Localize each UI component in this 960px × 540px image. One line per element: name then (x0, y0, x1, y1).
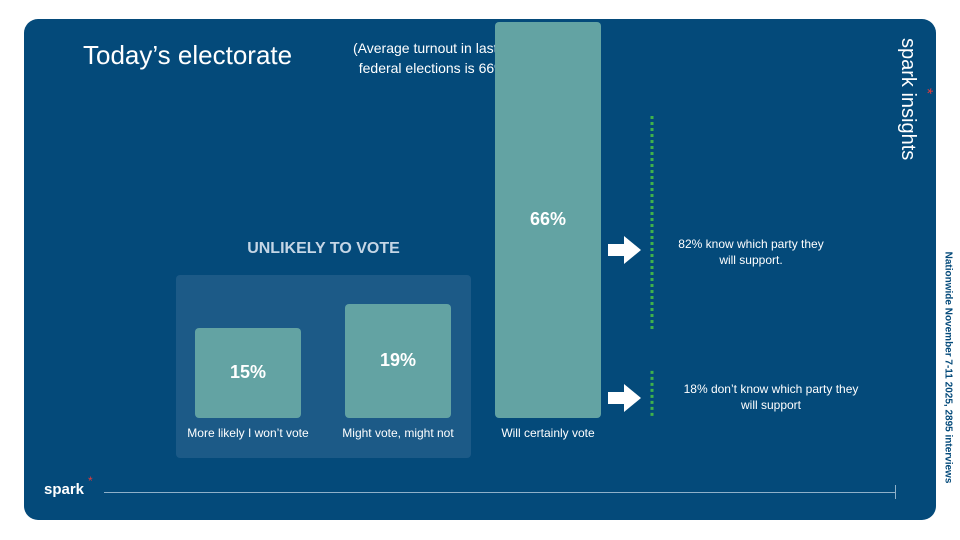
arrow-right-icon (608, 384, 641, 412)
breakdown-dotted-lines (650, 116, 654, 418)
spark-logo-star: * (88, 474, 93, 488)
brand-top-star: * (918, 88, 935, 94)
arrow-right-icon (608, 236, 641, 264)
footer-rule (104, 492, 896, 493)
bar-3 (495, 22, 601, 418)
dont-know-party-note: 18% don’t know which party they will sup… (683, 382, 859, 412)
footer-rule-end (895, 485, 896, 499)
source-note: Nationwide November 7-11 2025, 2895 inte… (943, 250, 954, 486)
slide-background (24, 19, 936, 520)
spark-logo: spark (44, 481, 85, 498)
bar-2 (345, 304, 451, 418)
know-party-note: 82% know which party they will support. (678, 237, 824, 267)
page-title: Today’s electorate (83, 40, 293, 70)
bar-value-label: 19% (379, 350, 417, 370)
bar-1 (195, 328, 301, 418)
brand-top-text: spark insights (897, 38, 919, 160)
group-title: UNLIKELY TO VOTE (247, 240, 400, 257)
bar-value-label: 15% (229, 362, 267, 382)
source-text: Nationwide November 7-11 2025, 2895 inte… (942, 251, 954, 484)
subtitle-note: (Average turnout in last 10 federal elec… (353, 40, 517, 76)
category-label: Might vote, might not (342, 426, 454, 440)
category-label: Will certainly vote (501, 426, 595, 440)
category-label: More likely I won’t vote (187, 426, 309, 440)
spark-insights-logo: spark insights * (897, 38, 935, 160)
bar-value-label: 66% (529, 209, 567, 229)
